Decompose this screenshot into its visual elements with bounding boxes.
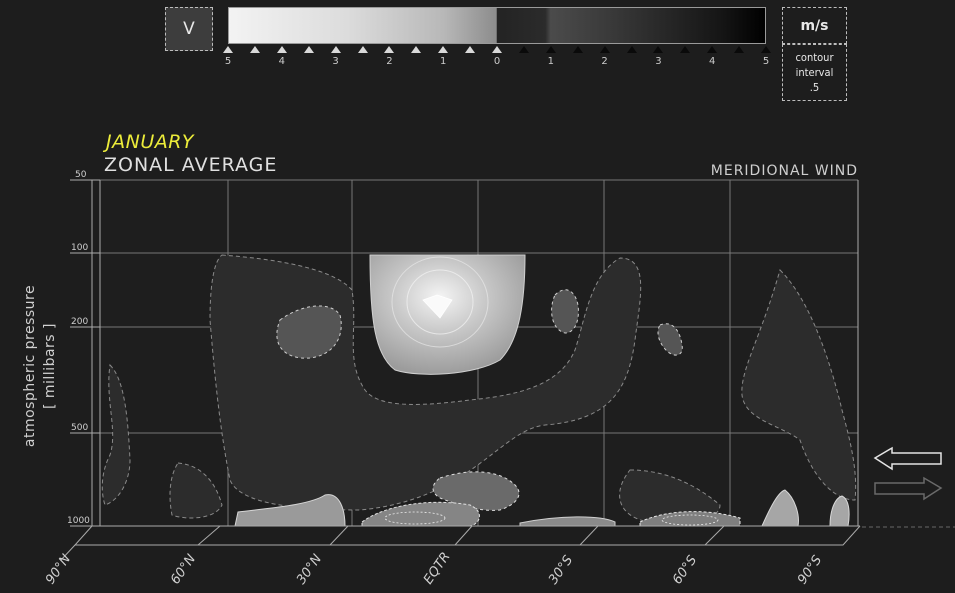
surface-negative-eq	[432, 471, 520, 511]
base-ray-90n	[60, 544, 76, 561]
scale-minor-tick-marker	[626, 46, 637, 53]
jet-contour-3	[406, 269, 474, 335]
arrow-left-icon[interactable]	[873, 446, 942, 471]
scale-tick-marker	[384, 46, 395, 53]
surface-contour-10n	[384, 511, 446, 525]
x-tick-label-30n: 30°N	[294, 552, 325, 588]
scale-tick-label: 1	[440, 56, 447, 67]
scale-tick-marker	[492, 46, 502, 53]
scale-minor-tick-marker	[465, 46, 476, 53]
base-front-edge	[73, 525, 861, 546]
polar-low-positive-region	[169, 462, 223, 519]
jet-contour-2	[391, 256, 489, 348]
surface-contour-50s	[661, 514, 719, 526]
jet-outer-contour	[369, 254, 526, 375]
scale-tick-label: 3	[655, 56, 662, 67]
base-ray-60s	[704, 525, 725, 546]
scale-tick-marker	[761, 46, 771, 53]
surface-positive-60n	[234, 494, 346, 527]
scale-tick-marker	[438, 46, 449, 53]
surface-features	[234, 471, 850, 527]
scale-tick-label: 3	[332, 56, 339, 67]
scale-tick-label: 2	[386, 56, 393, 67]
surface-negative-10n	[361, 501, 480, 527]
variable-label-box: V	[165, 7, 213, 51]
upper-tropical-jet	[369, 254, 526, 375]
scale-tick-marker	[707, 46, 718, 53]
surface-positive-85s	[829, 495, 850, 527]
subtitle: ZONAL AVERAGE	[104, 154, 278, 176]
y-ticks	[70, 179, 100, 527]
scale-tick-label: 0	[493, 56, 501, 67]
sh-upper-negative-cell	[551, 289, 579, 334]
x-tick-label-eq: EQTR	[421, 550, 454, 588]
units-label: m/s	[800, 17, 829, 34]
y-tick-label-200: 200	[71, 317, 88, 327]
sh-minor-negative-cell	[657, 323, 683, 356]
south-polar-positive-region	[741, 269, 857, 501]
scale-minor-tick-marker	[357, 46, 368, 53]
x-tick-label-60s: 60°S	[670, 553, 700, 587]
scale-tick-marker	[653, 46, 664, 53]
scale-tick-label: 5	[224, 56, 232, 67]
contour-interval-box: contour interval .5	[782, 44, 847, 101]
scale-minor-tick-marker	[303, 46, 314, 53]
base-ray-30n	[329, 525, 349, 546]
x-tick-label-30s: 30°S	[546, 553, 576, 587]
x-tick-labels: 90°N 60°N 30°N EQTR 30°S 60°S 90°S	[43, 550, 825, 588]
contour-interval-value: .5	[809, 81, 820, 94]
contour-interval-label-2: interval	[795, 66, 834, 79]
jet-core	[422, 294, 453, 319]
color-scale-bar	[228, 7, 766, 44]
base-ray-30s	[579, 525, 599, 546]
scale-tick-label: 4	[709, 56, 716, 67]
scale-tick-label: 1	[547, 56, 554, 67]
scale-minor-tick-marker	[518, 46, 529, 53]
y-tick-label-50: 50	[75, 170, 87, 180]
nav-arrows	[873, 446, 943, 501]
scale-tick-marker	[330, 46, 341, 53]
arctic-positive-region	[101, 363, 131, 506]
scale-tick-label: 5	[762, 56, 770, 67]
negative-cells	[276, 289, 683, 359]
scale-minor-tick-marker	[411, 46, 422, 53]
y-tick-labels: 50 100 200 500 1000	[67, 170, 90, 526]
scale-tick-marker	[276, 46, 287, 53]
base-ray-60n	[197, 525, 221, 546]
x-tick-label-90n: 90°N	[43, 552, 74, 588]
perspective-base	[60, 525, 861, 561]
variable-label: V	[183, 19, 195, 39]
contour-interval-label-1: contour	[795, 51, 834, 64]
base-ray-eq	[454, 525, 473, 546]
scale-tick-marker	[545, 46, 556, 53]
surface-positive-20s	[519, 516, 616, 527]
scale-minor-tick-marker	[680, 46, 691, 53]
x-tick-label-60n: 60°N	[168, 552, 199, 588]
scale-tick-marker	[223, 46, 233, 53]
units-box: m/s	[782, 7, 847, 44]
y-tick-label-1000: 1000	[67, 516, 90, 526]
scale-minor-tick-marker	[249, 46, 260, 53]
x-tick-label-90s: 90°S	[795, 553, 825, 587]
scale-minor-tick-marker	[734, 46, 745, 53]
arrow-right-icon[interactable]	[874, 476, 943, 501]
month-title: JANUARY	[106, 131, 195, 153]
y-tick-label-100: 100	[71, 243, 88, 253]
scale-tick-marker	[599, 46, 610, 53]
scale-tick-label: 4	[278, 56, 285, 67]
surface-positive-75s	[761, 489, 799, 527]
nh-upper-negative-cell	[276, 305, 342, 359]
scale-tick-label: 2	[601, 56, 608, 67]
chart-title: MERIDIONAL WIND	[710, 163, 858, 179]
scale-minor-tick-marker	[572, 46, 583, 53]
y-tick-label-500: 500	[71, 423, 88, 433]
